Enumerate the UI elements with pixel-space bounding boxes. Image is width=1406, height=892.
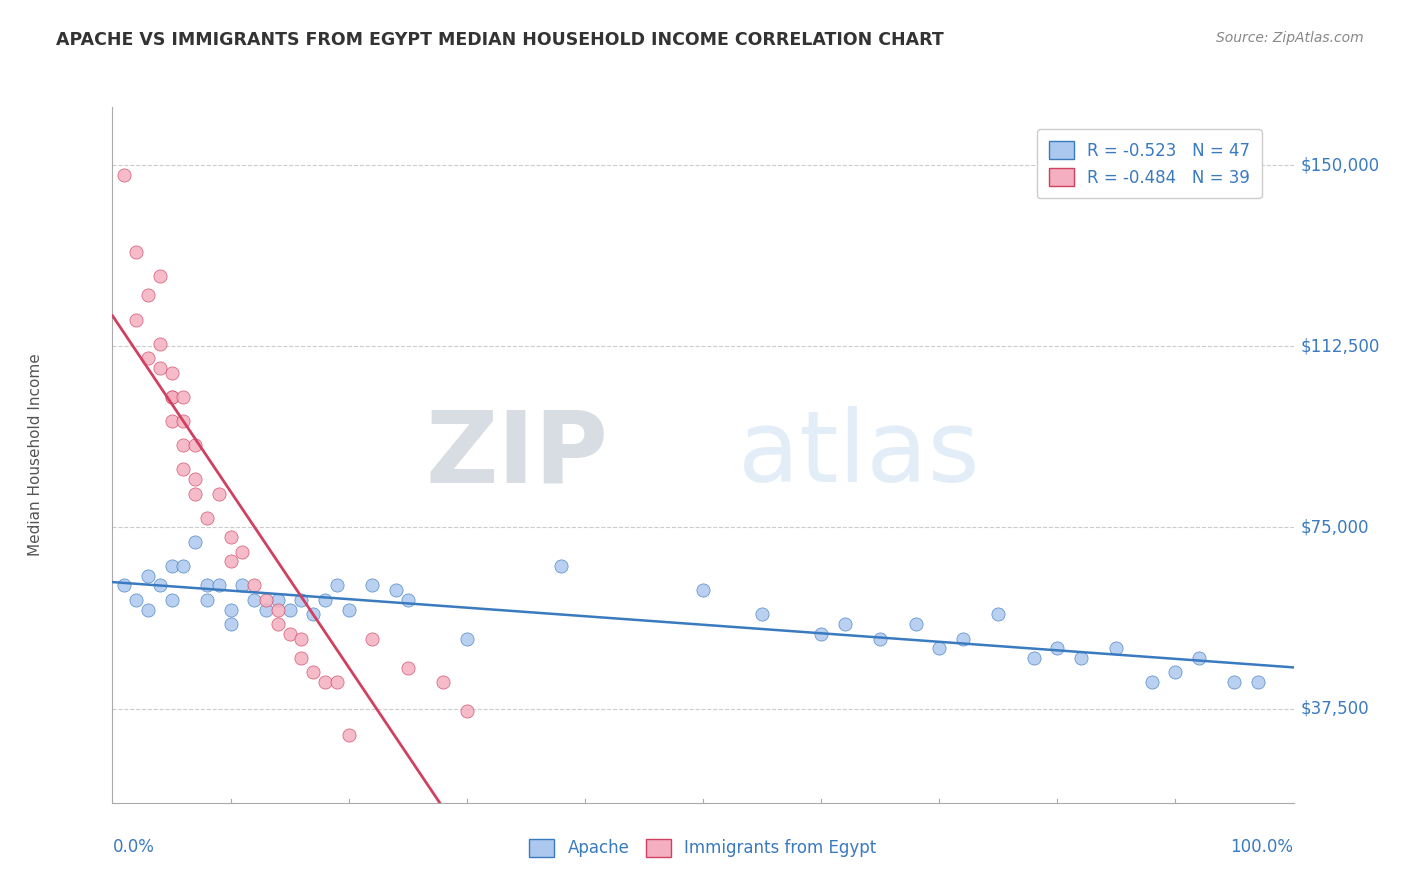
Point [278,626,301,640]
Point [278,602,301,616]
Point [952,632,974,646]
Point [314,675,336,690]
Point [231,544,253,558]
Point [149,336,172,351]
Text: 0.0%: 0.0% [112,838,155,856]
Point [314,592,336,607]
Point [987,607,1010,622]
Point [456,632,478,646]
Point [160,390,183,404]
Point [1022,651,1045,665]
Point [149,578,172,592]
Point [208,486,231,500]
Point [125,312,148,326]
Point [172,438,194,452]
Point [195,592,218,607]
Text: $75,000: $75,000 [1301,518,1369,536]
Point [337,728,360,742]
Point [219,554,242,568]
Point [112,168,135,182]
Point [834,617,856,632]
Text: ZIP: ZIP [426,407,609,503]
Point [136,351,159,366]
Point [904,617,927,632]
Point [136,288,159,302]
Text: $37,500: $37,500 [1301,699,1369,717]
Text: $112,500: $112,500 [1301,337,1379,355]
Point [361,632,384,646]
Point [160,414,183,428]
Point [219,602,242,616]
Point [149,269,172,284]
Text: $150,000: $150,000 [1301,156,1379,174]
Point [125,592,148,607]
Point [1223,675,1246,690]
Point [385,583,408,598]
Point [254,602,277,616]
Point [219,617,242,632]
Point [184,486,207,500]
Point [290,651,312,665]
Point [243,592,266,607]
Point [160,390,183,404]
Point [396,592,419,607]
Point [172,414,194,428]
Point [302,665,325,680]
Point [172,462,194,476]
Point [184,534,207,549]
Text: APACHE VS IMMIGRANTS FROM EGYPT MEDIAN HOUSEHOLD INCOME CORRELATION CHART: APACHE VS IMMIGRANTS FROM EGYPT MEDIAN H… [56,31,943,49]
Point [290,632,312,646]
Point [1105,641,1128,656]
Point [267,602,290,616]
Legend: Apache, Immigrants from Egypt: Apache, Immigrants from Egypt [523,832,883,864]
Text: atlas: atlas [738,407,980,503]
Point [160,559,183,574]
Point [1140,675,1163,690]
Point [112,578,135,592]
Point [184,472,207,486]
Point [195,510,218,524]
Point [432,675,454,690]
Point [219,530,242,544]
Point [136,568,159,582]
Point [1070,651,1092,665]
Text: Median Household Income: Median Household Income [28,353,42,557]
Point [337,602,360,616]
Point [1164,665,1187,680]
Point [326,675,349,690]
Point [172,390,194,404]
Point [302,607,325,622]
Point [810,626,832,640]
Point [869,632,891,646]
Point [231,578,253,592]
Point [160,592,183,607]
Point [149,361,172,376]
Point [456,704,478,718]
Text: Source: ZipAtlas.com: Source: ZipAtlas.com [1216,31,1364,45]
Point [125,244,148,259]
Point [208,578,231,592]
Point [254,592,277,607]
Point [928,641,950,656]
Text: 100.0%: 100.0% [1230,838,1294,856]
Point [550,559,572,574]
Point [1247,675,1270,690]
Point [184,438,207,452]
Point [267,617,290,632]
Point [1188,651,1211,665]
Point [172,559,194,574]
Point [396,660,419,674]
Point [290,592,312,607]
Point [751,607,773,622]
Point [267,592,290,607]
Point [361,578,384,592]
Point [136,602,159,616]
Point [160,366,183,380]
Point [243,578,266,592]
Point [195,578,218,592]
Point [692,583,714,598]
Point [326,578,349,592]
Point [1046,641,1069,656]
